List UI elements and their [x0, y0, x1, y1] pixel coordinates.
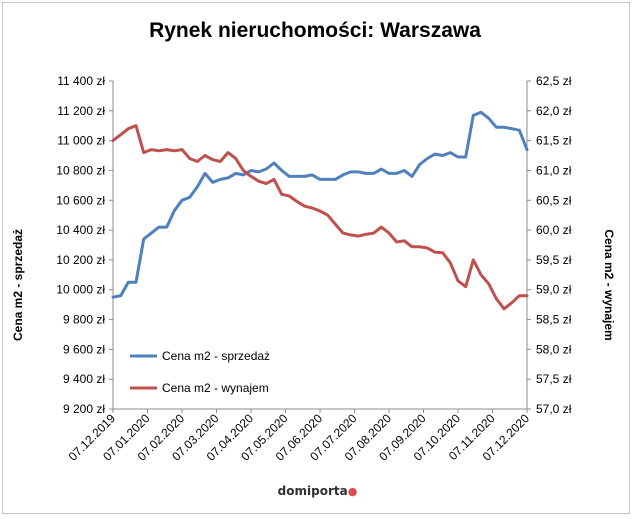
y-right-tick-label: 61,5 zł [536, 134, 572, 148]
brand-logo: domiporta● [0, 484, 635, 498]
y-right-tick-label: 58,0 zł [536, 342, 572, 356]
series-line-sale [111, 110, 529, 299]
y-left-tick-label: 9 600 zł [63, 342, 105, 356]
legend-label: Cena m2 - wynajem [162, 381, 269, 395]
y-left-tick-label: 10 000 zł [56, 283, 105, 297]
y-right-tick-label: 60,0 zł [536, 223, 572, 237]
y-right-tick-label: 62,5 zł [536, 74, 572, 88]
y-right-tick-label: 59,0 zł [536, 283, 572, 297]
legend-label: Cena m2 - sprzedaż [162, 349, 270, 363]
y-right-tick-label: 58,5 zł [536, 313, 572, 327]
y-left-tick-label: 11 000 zł [57, 134, 105, 148]
y-right-tick-label: 59,5 zł [536, 253, 572, 267]
series-line-rent [111, 124, 529, 311]
y-right-tick-label: 60,5 zł [536, 193, 572, 207]
y-left-tick-label: 9 400 zł [63, 372, 105, 386]
legend: Cena m2 - sprzedaż Cena m2 - wynajem [130, 349, 270, 395]
map-pin-icon: ● [347, 485, 358, 498]
y-left-tick-label: 11 200 zł [57, 104, 105, 118]
y-left-tick-label: 9 200 zł [63, 402, 105, 416]
y-left-tick-label: 10 800 zł [56, 163, 105, 177]
y-right-tick-label: 61,0 zł [536, 163, 572, 177]
chart-frame [2, 2, 630, 514]
axes: 9 200 zł 9 400 zł 9 600 zł 9 800 zł 10 000 z… [56, 74, 571, 464]
y-left-tick-label: 10 600 zł [56, 193, 105, 207]
y-right-tick-label: 62,0 zł [536, 104, 572, 118]
y-left-tick-label: 10 400 zł [56, 223, 105, 237]
y-axis-left-label: Cena m2 - sprzedaż [11, 229, 25, 341]
y-left-tick-label: 11 400 zł [57, 74, 105, 88]
chart-title: Rynek nieruchomości: Warszawa [149, 19, 481, 42]
y-right-tick-label: 57,0 zł [536, 402, 572, 416]
y-axis-right-label: Cena m2 - wynajem [602, 229, 616, 340]
y-right-tick-label: 57,5 zł [536, 372, 572, 386]
brand-name: domiporta [277, 484, 348, 498]
y-left-tick-label: 10 200 zł [56, 253, 105, 267]
series-lines [111, 110, 529, 311]
y-left-tick-label: 9 800 zł [63, 313, 105, 327]
